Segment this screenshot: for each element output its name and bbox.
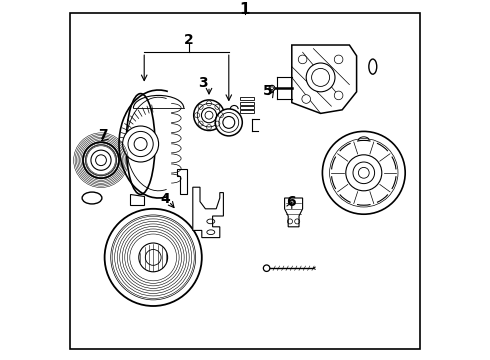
Bar <box>240 110 254 113</box>
Text: 6: 6 <box>286 195 295 208</box>
Text: 2: 2 <box>184 33 194 47</box>
Circle shape <box>334 55 343 64</box>
Polygon shape <box>176 169 187 194</box>
Ellipse shape <box>126 94 155 194</box>
Text: 4: 4 <box>160 192 170 206</box>
Circle shape <box>298 55 307 64</box>
Bar <box>240 106 254 109</box>
Bar <box>240 97 254 100</box>
Ellipse shape <box>369 59 377 74</box>
Ellipse shape <box>194 100 224 131</box>
Text: 1: 1 <box>240 2 250 17</box>
Circle shape <box>263 265 270 271</box>
Ellipse shape <box>83 142 119 178</box>
Circle shape <box>302 95 311 103</box>
Text: 3: 3 <box>198 76 208 90</box>
Ellipse shape <box>269 85 275 91</box>
Circle shape <box>334 91 343 100</box>
Circle shape <box>322 131 405 214</box>
Bar <box>240 102 254 105</box>
Polygon shape <box>130 194 144 205</box>
Polygon shape <box>193 187 223 238</box>
Polygon shape <box>285 198 303 227</box>
Circle shape <box>346 155 382 191</box>
Circle shape <box>122 126 159 162</box>
Circle shape <box>104 209 202 306</box>
Ellipse shape <box>215 109 242 136</box>
Text: 7: 7 <box>98 128 108 142</box>
Text: 5: 5 <box>263 84 272 98</box>
Circle shape <box>306 63 335 92</box>
Ellipse shape <box>82 192 102 204</box>
Polygon shape <box>292 45 357 113</box>
